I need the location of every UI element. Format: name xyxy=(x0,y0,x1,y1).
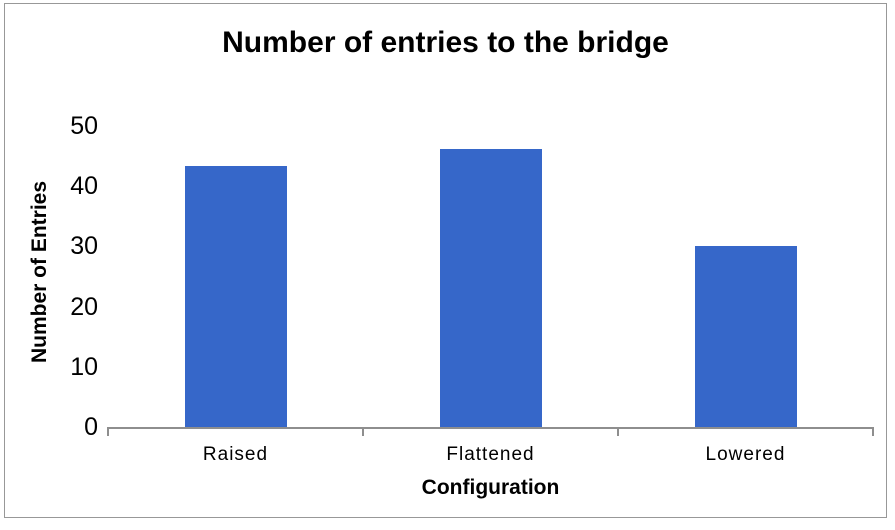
bar-flattened xyxy=(440,149,542,427)
x-axis-tick-mark xyxy=(872,429,874,436)
y-tick-label-50: 50 xyxy=(70,112,98,140)
y-tick-label-0: 0 xyxy=(84,413,98,441)
bar-raised xyxy=(185,166,287,427)
x-axis-title: Configuration xyxy=(421,476,560,499)
bar-lowered xyxy=(695,246,797,427)
category-label-flattened: Flattened xyxy=(446,444,535,465)
x-axis-tick-mark xyxy=(617,429,619,436)
y-tick-label-20: 20 xyxy=(70,293,98,321)
category-label-lowered: Lowered xyxy=(705,444,786,465)
x-axis-tick-mark xyxy=(107,429,109,436)
category-label-raised: Raised xyxy=(202,444,269,465)
x-axis-tick-mark xyxy=(362,429,364,436)
x-axis-line xyxy=(107,427,874,429)
y-tick-label-30: 30 xyxy=(70,232,98,260)
y-tick-label-40: 40 xyxy=(70,172,98,200)
chart-title: Number of entries to the bridge xyxy=(222,26,669,59)
y-tick-label-10: 10 xyxy=(70,353,98,381)
